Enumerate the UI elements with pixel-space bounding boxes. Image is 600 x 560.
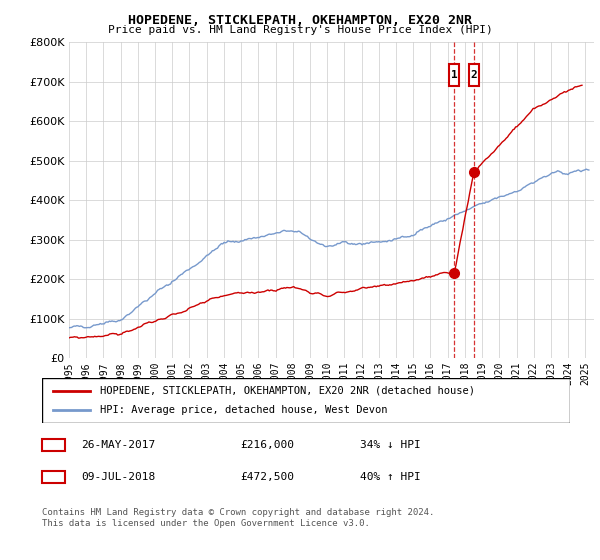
Text: Price paid vs. HM Land Registry's House Price Index (HPI): Price paid vs. HM Land Registry's House … xyxy=(107,25,493,35)
Text: 2: 2 xyxy=(470,69,477,80)
Text: 1: 1 xyxy=(451,69,458,80)
Text: HOPEDENE, STICKLEPATH, OKEHAMPTON, EX20 2NR (detached house): HOPEDENE, STICKLEPATH, OKEHAMPTON, EX20 … xyxy=(100,385,475,395)
Text: Contains HM Land Registry data © Crown copyright and database right 2024.
This d: Contains HM Land Registry data © Crown c… xyxy=(42,508,434,528)
Text: 34% ↓ HPI: 34% ↓ HPI xyxy=(360,440,421,450)
Text: HPI: Average price, detached house, West Devon: HPI: Average price, detached house, West… xyxy=(100,405,388,416)
Bar xyxy=(449,64,459,86)
Text: HOPEDENE, STICKLEPATH, OKEHAMPTON, EX20 2NR: HOPEDENE, STICKLEPATH, OKEHAMPTON, EX20 … xyxy=(128,14,472,27)
Text: 09-JUL-2018: 09-JUL-2018 xyxy=(81,472,155,482)
Text: 26-MAY-2017: 26-MAY-2017 xyxy=(81,440,155,450)
Text: 1: 1 xyxy=(50,440,57,450)
Text: 40% ↑ HPI: 40% ↑ HPI xyxy=(360,472,421,482)
Text: 2: 2 xyxy=(50,472,57,482)
Text: £472,500: £472,500 xyxy=(240,472,294,482)
Bar xyxy=(469,64,479,86)
Text: £216,000: £216,000 xyxy=(240,440,294,450)
